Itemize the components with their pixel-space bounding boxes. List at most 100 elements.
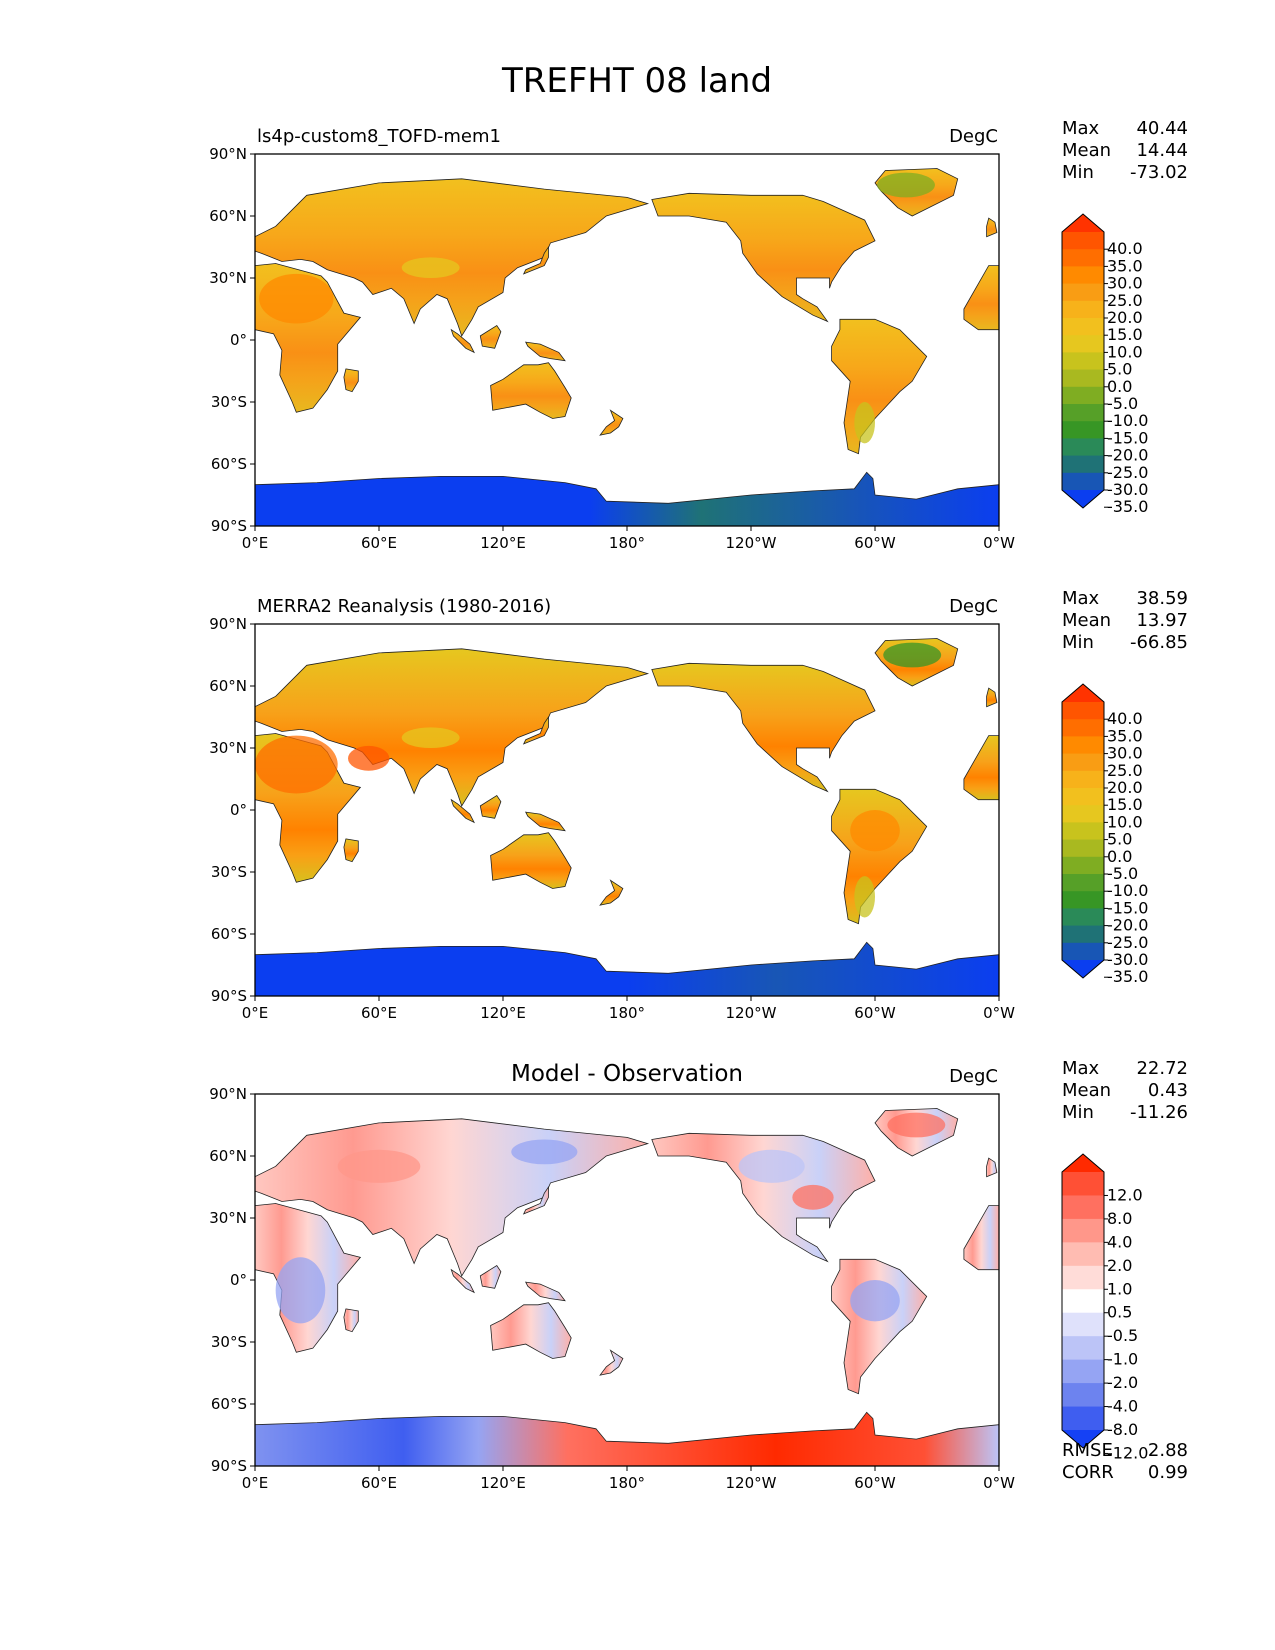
land-namerica <box>651 1132 876 1263</box>
colorbar-segment <box>1062 249 1104 267</box>
colorbar-segment <box>1062 232 1104 250</box>
colorbar-tick-label: 2.0 <box>1107 1256 1132 1275</box>
stat-value: -66.85 <box>1130 632 1188 653</box>
panel-units: DegC <box>949 126 998 147</box>
colorbar-tick-label: -4.0 <box>1107 1397 1138 1416</box>
lat-label: 60°S <box>211 1395 247 1413</box>
colorbar-tick-label: -5.0 <box>1107 394 1138 413</box>
lon-label: 60°W <box>854 1004 896 1022</box>
field-patch <box>337 1149 421 1183</box>
colorbar-segment <box>1062 805 1104 823</box>
colorbar-tick-label: -25.0 <box>1107 463 1148 482</box>
colorbar-segment <box>1062 1406 1104 1431</box>
field-patch <box>255 735 338 794</box>
colorbar-tick-label: 10.0 <box>1107 342 1143 361</box>
land-uk <box>986 217 998 238</box>
lon-label: 120°W <box>726 1004 777 1022</box>
colorbar-segment <box>1062 942 1104 961</box>
colorbar-tick-label: -1.0 <box>1107 1350 1138 1369</box>
land-antarctica <box>255 1411 999 1466</box>
colorbar-segment <box>1062 1359 1104 1384</box>
colorbar-segment <box>1062 753 1104 772</box>
extra-stat-label: CORR <box>1062 1462 1114 1483</box>
stat-label: Min <box>1062 162 1094 183</box>
map-obs <box>255 624 999 996</box>
extra-stat-label: RMSE <box>1062 1440 1113 1461</box>
colorbar-extend-bottom <box>1062 960 1104 978</box>
land-namerica <box>651 192 876 323</box>
colorbar-tick-label: -35.0 <box>1107 967 1148 986</box>
land-westafrica <box>963 1205 999 1271</box>
lon-label: 60°E <box>361 1474 397 1492</box>
land-borneo <box>479 794 502 819</box>
field-patch <box>738 1149 805 1183</box>
colorbar-segment <box>1062 788 1104 806</box>
colorbar-tick-label: 30.0 <box>1107 274 1143 293</box>
colorbar-extend-bottom <box>1062 490 1104 508</box>
land-japan <box>522 245 549 275</box>
lat-label: 90°N <box>209 615 247 633</box>
colorbar-tick-label: 40.0 <box>1107 239 1143 258</box>
lat-label: 90°S <box>211 1457 247 1475</box>
colorbar-tick-label: -30.0 <box>1107 950 1148 969</box>
land-eurasia <box>255 178 650 337</box>
stat-value: -11.26 <box>1130 1102 1188 1123</box>
lat-label: 0° <box>230 801 247 819</box>
lat-label: 90°N <box>209 145 247 163</box>
field-patch <box>883 642 942 668</box>
colorbar-tick-label: 5.0 <box>1107 360 1132 379</box>
land-sumatra <box>450 798 475 824</box>
land-japan <box>522 715 549 745</box>
land-antarctica <box>255 941 999 996</box>
land-uk <box>986 1157 998 1178</box>
colorbar-tick-label: -10.0 <box>1107 881 1148 900</box>
colorbar-segment <box>1062 736 1104 755</box>
lon-label: 120°E <box>480 534 526 552</box>
stat-label: Max <box>1062 1058 1100 1079</box>
extra-stat-value: 0.99 <box>1148 1462 1188 1483</box>
colorbar-tick-label: 0.5 <box>1107 1303 1132 1322</box>
colorbar-tick-label: 25.0 <box>1107 761 1143 780</box>
lon-label: 60°W <box>854 1474 896 1492</box>
colorbar-segment <box>1062 1242 1104 1267</box>
colorbar-tick-label: -15.0 <box>1107 898 1148 917</box>
colorbar-tick-label: -25.0 <box>1107 933 1148 952</box>
panel-center-title: Model - Observation <box>511 1061 743 1087</box>
extra-stat-value: 2.88 <box>1148 1440 1188 1461</box>
stat-label: Mean <box>1062 140 1111 161</box>
colorbar-tick-label: -12.0 <box>1107 1443 1148 1462</box>
field-patch <box>854 876 876 918</box>
stat-label: Mean <box>1062 1080 1111 1101</box>
colorbar-tick-label: 15.0 <box>1107 325 1143 344</box>
colorbar-segment <box>1062 856 1104 875</box>
colorbar-tick-label: -10.0 <box>1107 411 1148 430</box>
figure-title: TREFHT 08 land <box>501 61 772 101</box>
colorbar-segment <box>1062 891 1104 909</box>
field-patch <box>511 1139 578 1165</box>
land-newguinea <box>524 1281 566 1302</box>
field-patch <box>854 402 876 444</box>
colorbar-tick-label: 10.0 <box>1107 812 1143 831</box>
colorbar-tick-label: -2.0 <box>1107 1373 1138 1392</box>
lat-label: 60°S <box>211 455 247 473</box>
colorbar-segment <box>1062 719 1104 737</box>
land-nz <box>599 879 624 906</box>
colorbar-tick-label: 1.0 <box>1107 1279 1132 1298</box>
lon-label: 120°E <box>480 1474 526 1492</box>
colorbar-segment <box>1062 1289 1104 1314</box>
colorbar-model: 40.035.030.025.020.015.010.05.00.0-5.0-1… <box>1061 213 1148 516</box>
land-madagascar <box>343 1308 359 1333</box>
lat-label: 0° <box>230 331 247 349</box>
field-patch <box>887 1112 946 1138</box>
colorbar-segment <box>1062 839 1104 858</box>
land-newguinea <box>524 811 566 832</box>
land-newguinea <box>524 341 566 362</box>
land-nz <box>599 409 624 436</box>
land-australia <box>490 1302 572 1359</box>
colorbar-segment <box>1062 352 1104 371</box>
stat-value: 0.43 <box>1148 1080 1188 1101</box>
colorbar-segment <box>1062 1172 1104 1197</box>
lon-label: 120°E <box>480 1004 526 1022</box>
colorbar-segment <box>1062 300 1104 319</box>
colorbar-diff: 12.0 8.0 4.0 2.0 1.0 0.5 -0.5 -1.0 -2.0 -4.0 -8.0 -… <box>1061 1153 1148 1462</box>
